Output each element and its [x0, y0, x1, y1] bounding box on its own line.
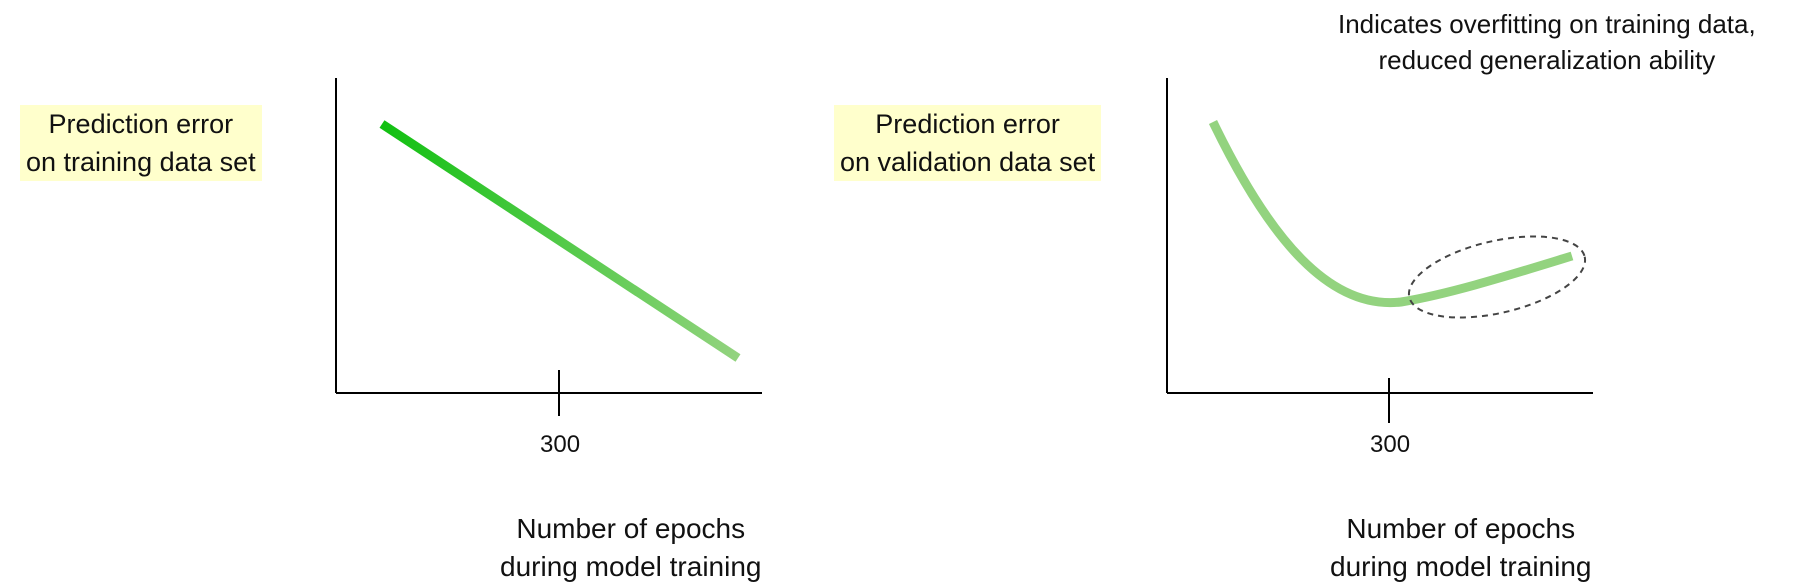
validation-y-axis-label: Prediction error on validation data set — [834, 105, 1102, 181]
validation-x-axis-label: Number of epochs during model training — [1330, 510, 1592, 586]
training-x-tick-label: 300 — [540, 431, 581, 458]
training-plot — [335, 78, 762, 416]
training-y-axis-label: Prediction error on training data set — [20, 105, 262, 181]
training-y-axis-label-line1: Prediction error — [48, 109, 234, 139]
overfitting-annotation: Indicates overfitting on training data, … — [1338, 6, 1756, 78]
overfitting-region-ellipse — [1407, 235, 1587, 319]
validation-plot — [1166, 78, 1593, 423]
validation-error-panel: Prediction error on validation data set … — [830, 0, 1756, 582]
training-error-line — [379, 120, 741, 362]
validation-y-axis-label-line1: Prediction error — [875, 109, 1060, 139]
overfitting-annotation-line2: reduced generalization ability — [1378, 45, 1716, 75]
validation-x-axis-label-line1: Number of epochs — [1346, 513, 1576, 544]
validation-y-axis-label-line2: on validation data set — [840, 147, 1096, 177]
overfitting-annotation-line1: Indicates overfitting on training data, — [1338, 9, 1756, 39]
training-x-axis-label-line2: during model training — [500, 551, 762, 582]
training-error-panel: Prediction error on training data set 30… — [0, 0, 900, 582]
training-x-axis-label: Number of epochs during model training — [500, 510, 762, 586]
validation-x-tick-label: 300 — [1370, 431, 1411, 458]
training-x-axis-label-line1: Number of epochs — [516, 513, 746, 544]
validation-error-curve — [1208, 120, 1574, 308]
training-y-axis-label-line2: on training data set — [26, 147, 256, 177]
validation-x-axis-label-line2: during model training — [1330, 551, 1592, 582]
